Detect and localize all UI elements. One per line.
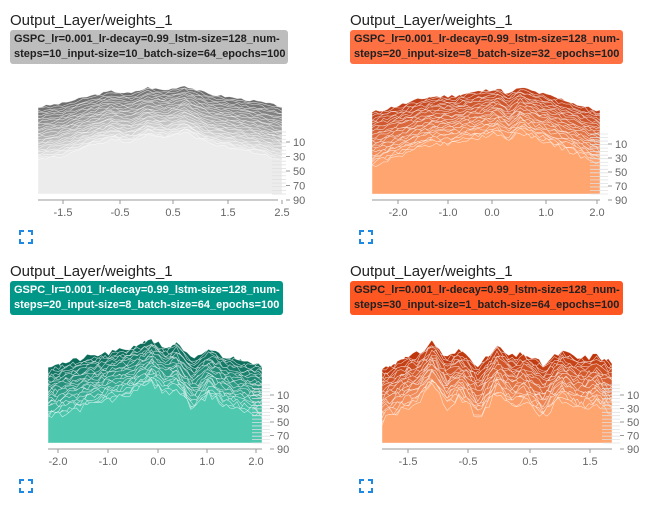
x-tick-label: -1.5: [54, 207, 73, 219]
y-tick-label: 70: [277, 431, 289, 443]
y-tick-label: 90: [615, 195, 627, 207]
x-tick-label: 0.0: [484, 207, 499, 219]
x-tick-label: 2.0: [248, 456, 263, 468]
y-tick-label: 30: [627, 404, 639, 416]
y-tick-label: 90: [277, 444, 289, 456]
histogram-slice: [37, 131, 283, 195]
y-tick-label: 50: [277, 417, 289, 429]
histogram-card: Output_Layer/weights_1 GSPC_lr=0.001_lr-…: [350, 263, 656, 508]
run-tag: GSPC_lr=0.001_lr-decay=0.99_lstm-size=12…: [350, 30, 623, 64]
fullscreen-icon[interactable]: [358, 229, 374, 245]
run-tag: GSPC_lr=0.001_lr-decay=0.99_lstm-size=12…: [10, 30, 289, 64]
histogram-slice: [381, 382, 613, 444]
x-tick-label: 1.0: [199, 456, 214, 468]
y-tick-label: 50: [615, 167, 627, 179]
histogram-card: Output_Layer/weights_1 GSPC_lr=0.001_lr-…: [350, 12, 656, 257]
run-tag: GSPC_lr=0.001_lr-decay=0.99_lstm-size=12…: [350, 281, 623, 315]
y-tick-label: 90: [293, 195, 305, 207]
fullscreen-icon[interactable]: [18, 478, 34, 494]
y-tick-label: 10: [615, 139, 627, 151]
histogram-plot: 10 30 50 70 90 -2.0 -1.0 0.0 1.0 2.0: [371, 87, 627, 219]
x-tick-label: 1.0: [538, 207, 553, 219]
x-tick-label: -1.0: [99, 456, 118, 468]
card-title: Output_Layer/weights_1: [10, 263, 173, 280]
y-tick-label: 30: [293, 152, 305, 164]
histogram-plot: 10 30 50 70 90 -1.5 -0.5 0.5 1.5 2.5: [37, 85, 305, 219]
x-tick-label: 2.0: [589, 207, 604, 219]
x-tick-label: -2.0: [389, 207, 408, 219]
y-tick-label: 30: [615, 153, 627, 165]
run-tag: GSPC_lr=0.001_lr-decay=0.99_lstm-size=12…: [10, 281, 283, 315]
x-tick-label: -1.0: [439, 207, 458, 219]
histogram-card: Output_Layer/weights_1 GSPC_lr=0.001_lr-…: [10, 263, 330, 508]
card-title: Output_Layer/weights_1: [10, 12, 173, 29]
card-title: Output_Layer/weights_1: [350, 263, 513, 280]
y-tick-label: 70: [627, 431, 639, 443]
y-tick-label: 30: [277, 404, 289, 416]
y-tick-label: 70: [293, 181, 305, 193]
fullscreen-icon[interactable]: [18, 229, 34, 245]
y-tick-label: 90: [627, 444, 639, 456]
y-tick-label: 10: [293, 137, 305, 149]
x-tick-label: 1.5: [220, 207, 235, 219]
histogram-slice: [47, 379, 263, 444]
x-tick-label: 2.5: [274, 207, 289, 219]
y-tick-label: 50: [293, 166, 305, 178]
x-tick-label: -1.5: [399, 456, 418, 468]
card-title: Output_Layer/weights_1: [350, 12, 513, 29]
histogram-slice: [371, 131, 601, 195]
x-tick-label: 0.0: [150, 456, 165, 468]
x-tick-label: -0.5: [459, 456, 478, 468]
y-tick-label: 10: [627, 390, 639, 402]
x-tick-label: 0.5: [522, 456, 537, 468]
histogram-card: Output_Layer/weights_1 GSPC_lr=0.001_lr-…: [10, 12, 330, 257]
x-tick-label: -2.0: [49, 456, 68, 468]
y-tick-label: 10: [277, 390, 289, 402]
fullscreen-icon[interactable]: [358, 478, 374, 494]
x-tick-label: 0.5: [165, 207, 180, 219]
x-tick-label: -0.5: [111, 207, 130, 219]
y-tick-label: 50: [627, 417, 639, 429]
y-tick-label: 70: [615, 181, 627, 193]
x-tick-label: 1.5: [582, 456, 597, 468]
